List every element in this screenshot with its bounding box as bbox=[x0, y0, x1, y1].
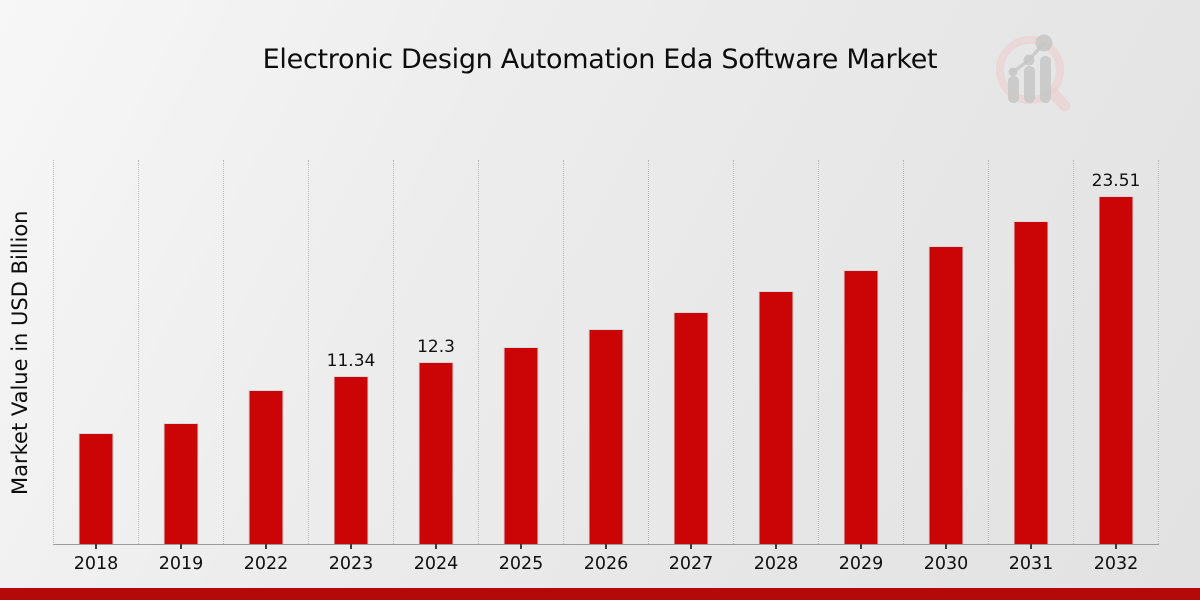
x-tick-label-2018: 2018 bbox=[73, 554, 119, 574]
logo-watermark bbox=[978, 26, 1086, 118]
x-tick-label-2026: 2026 bbox=[583, 554, 629, 574]
x-tick-label-2022: 2022 bbox=[243, 554, 289, 574]
bar-2025 bbox=[503, 347, 539, 544]
category-slot-2032: 23.51 2032 bbox=[1074, 160, 1159, 574]
x-tick-label-2024: 2024 bbox=[413, 554, 459, 574]
category-slot-2025: 2025 bbox=[479, 160, 564, 574]
bar-2022 bbox=[248, 390, 284, 544]
x-tick-label-2031: 2031 bbox=[1008, 554, 1054, 574]
category-slot-2026: 2026 bbox=[564, 160, 649, 574]
bar-2026 bbox=[588, 329, 624, 544]
x-tick-label-2025: 2025 bbox=[498, 554, 544, 574]
footer-accent-bar bbox=[0, 588, 1200, 600]
x-tick-label-2028: 2028 bbox=[753, 554, 799, 574]
x-tick-label-2029: 2029 bbox=[838, 554, 884, 574]
category-slot-2019: 2019 bbox=[139, 160, 224, 574]
x-axis-tick-2030 bbox=[945, 544, 947, 549]
category-slot-2029: 2029 bbox=[819, 160, 904, 574]
bar-2029 bbox=[843, 270, 879, 544]
bar-2018 bbox=[78, 433, 114, 544]
x-tick-label-2027: 2027 bbox=[668, 554, 714, 574]
category-slot-2024: 12.3 2024 bbox=[394, 160, 479, 574]
bar-2019 bbox=[163, 423, 199, 544]
x-axis-tick-2032 bbox=[1115, 544, 1117, 549]
bar-2027 bbox=[673, 312, 709, 544]
bar-value-label-2032: 23.51 bbox=[1091, 171, 1141, 191]
x-axis-tick-2028 bbox=[775, 544, 777, 549]
category-slot-2018: 2018 bbox=[54, 160, 139, 574]
x-axis-tick-2027 bbox=[690, 544, 692, 549]
category-slot-2028: 2028 bbox=[734, 160, 819, 574]
category-slot-2023: 11.34 2023 bbox=[309, 160, 394, 574]
x-axis-tick-2022 bbox=[265, 544, 267, 549]
x-tick-label-2030: 2030 bbox=[923, 554, 969, 574]
category-slot-2030: 2030 bbox=[904, 160, 989, 574]
category-slot-2031: 2031 bbox=[989, 160, 1074, 574]
x-tick-label-2019: 2019 bbox=[158, 554, 204, 574]
bar-2031 bbox=[1013, 221, 1049, 544]
bar-value-label-2023: 11.34 bbox=[326, 351, 376, 371]
chart-title: Electronic Design Automation Eda Softwar… bbox=[262, 44, 938, 75]
x-axis-tick-2018 bbox=[95, 544, 97, 549]
x-axis-tick-2025 bbox=[520, 544, 522, 549]
bar-2023 bbox=[333, 376, 369, 544]
x-tick-label-2032: 2032 bbox=[1093, 554, 1139, 574]
bar-2024 bbox=[418, 362, 454, 544]
category-slot-2027: 2027 bbox=[649, 160, 734, 574]
x-axis-tick-2026 bbox=[605, 544, 607, 549]
x-axis-tick-2024 bbox=[435, 544, 437, 549]
bar-2032 bbox=[1098, 196, 1134, 544]
bar-2030 bbox=[928, 246, 964, 544]
x-axis-tick-2031 bbox=[1030, 544, 1032, 549]
x-tick-label-2023: 2023 bbox=[328, 554, 374, 574]
bar-value-label-2024: 12.3 bbox=[417, 337, 455, 357]
magnifier-bar-chart-icon bbox=[996, 34, 1071, 112]
category-slot-2022: 2022 bbox=[224, 160, 309, 574]
x-axis-tick-2023 bbox=[350, 544, 352, 549]
x-axis-tick-2019 bbox=[180, 544, 182, 549]
plot-area: 2018 2019 2022 11.34 2023 12.3 2024 2025 2026 202… bbox=[53, 160, 1159, 574]
bar-2028 bbox=[758, 291, 794, 544]
x-axis-tick-2029 bbox=[860, 544, 862, 549]
y-axis-label: Market Value in USD Billion bbox=[8, 210, 32, 495]
